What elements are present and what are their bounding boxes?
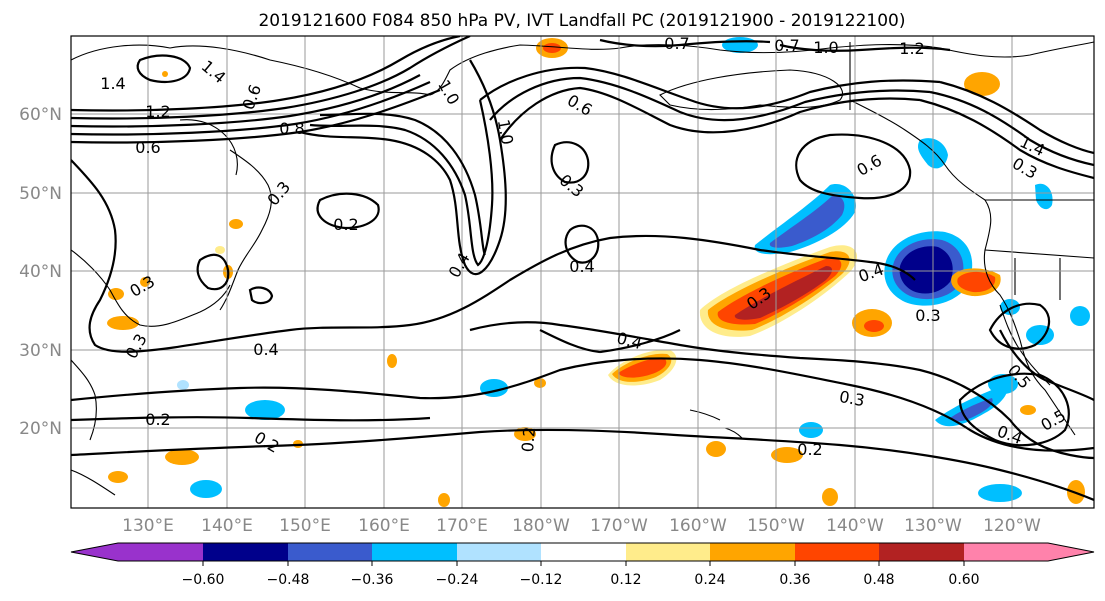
colorbar-tick-label: 0.48 xyxy=(863,572,894,588)
colorbar-tick-label: 0.24 xyxy=(694,572,725,588)
lon-label: 170°E xyxy=(436,516,488,536)
negative-patch-canada xyxy=(1035,183,1053,210)
negative-patch-baja xyxy=(935,385,1008,427)
colorbar-segment xyxy=(457,543,542,561)
contour-label: 0.3 xyxy=(915,306,940,325)
positive-patch-south2 xyxy=(1020,405,1036,415)
lon-label: 150°E xyxy=(279,516,331,536)
lon-label: 130°E xyxy=(122,516,174,536)
contour-label: 0.6 xyxy=(135,138,160,157)
positive-patch-sub2 xyxy=(108,471,128,483)
lon-label: 160°W xyxy=(669,516,727,536)
colorbar: −0.60 −0.48 −0.36 −0.24 −0.12 0.12 0.24 … xyxy=(70,542,1095,588)
lon-label: 130°W xyxy=(904,516,962,536)
colorbar-segment xyxy=(626,543,711,561)
lon-label: 140°W xyxy=(826,516,884,536)
contour-label: 0.4 xyxy=(569,257,594,276)
lon-label: 120°W xyxy=(983,516,1041,536)
colorbar-tick-label: −0.36 xyxy=(351,572,394,588)
longitude-labels: 130°E 140°E 150°E 160°E 170°E 180°W 170°… xyxy=(122,516,1041,536)
contour-label: 0.2 xyxy=(333,215,358,234)
lon-label: 150°W xyxy=(747,516,805,536)
lat-label: 40°N xyxy=(19,262,62,282)
lon-label: 140°E xyxy=(201,516,253,536)
contour-label: 0.7 xyxy=(664,34,689,53)
positive-patch-north-red xyxy=(543,43,561,53)
positive-patch-sub3 xyxy=(771,447,803,463)
positive-patch-japan7 xyxy=(162,71,168,77)
lat-label: 20°N xyxy=(19,419,62,439)
contour-label: 1.4 xyxy=(100,74,125,93)
positive-region-pacific-darkred xyxy=(734,266,832,320)
colorbar-low-extend xyxy=(71,543,118,561)
colorbar-tick-label: −0.12 xyxy=(520,572,563,588)
colorbar-tick-label: 0.12 xyxy=(610,572,641,588)
colorbar-segment xyxy=(879,543,964,561)
colorbar-tick-label: −0.60 xyxy=(182,572,225,588)
contour-label: 1.0 xyxy=(813,38,838,57)
colorbar-ticks xyxy=(202,561,965,566)
positive-region-west-coast-red xyxy=(957,271,996,293)
contour-label: 0.8 xyxy=(279,119,304,138)
map-frame xyxy=(70,35,1095,509)
positive-patch-sub6 xyxy=(534,378,546,388)
positive-patch-alaska xyxy=(964,72,1000,96)
negative-patch-baja-blue xyxy=(950,398,993,422)
negative-patch-sub1 xyxy=(245,400,285,420)
map-title: 2019121600 F084 850 hPa PV, IVT Landfall… xyxy=(258,11,905,31)
map-panel: 1.4 1.4 1.2 0.6 0.8 0.3 0.2 0.3 0.6 1.0 … xyxy=(70,34,1095,509)
colorbar-segment xyxy=(203,543,288,561)
colorbar-high-extend xyxy=(1048,543,1094,561)
positive-patch-sub4 xyxy=(706,441,726,457)
contour-label: 1.2 xyxy=(145,102,170,121)
negative-patch-sub4 xyxy=(799,422,823,438)
positive-region-subtropic-red xyxy=(618,357,667,378)
positive-patch-mid-inner xyxy=(864,320,884,332)
negative-patch-sub5 xyxy=(177,380,189,390)
positive-patch-sub8 xyxy=(438,493,450,507)
colorbar-outline xyxy=(70,542,1095,562)
positive-patch-japan3 xyxy=(229,219,243,229)
contour-label: 0.3 xyxy=(838,387,866,410)
lat-label: 60°N xyxy=(19,105,62,125)
lon-label: 170°W xyxy=(590,516,648,536)
colorbar-segment xyxy=(372,543,457,561)
negative-patch-sub2 xyxy=(190,480,222,498)
colorbar-segment xyxy=(288,543,373,561)
colorbar-segment xyxy=(795,543,880,561)
lon-label: 160°E xyxy=(358,516,410,536)
negative-region-coast-navy xyxy=(899,246,953,294)
colorbar-tick-label: −0.48 xyxy=(267,572,310,588)
colorbar-tick-label: 0.36 xyxy=(779,572,810,588)
positive-patch-sub1 xyxy=(165,449,199,465)
positive-patch-japan6 xyxy=(215,246,225,254)
contour-labels: 1.4 1.4 1.2 0.6 0.8 0.3 0.2 0.3 0.6 1.0 … xyxy=(100,34,1069,459)
colorbar-tick-label: 0.60 xyxy=(948,572,979,588)
contour-label: 0.2 xyxy=(145,410,170,429)
positive-patch-japan1 xyxy=(107,316,139,330)
negative-patch-south1 xyxy=(978,484,1022,502)
colorbar-segment xyxy=(964,543,1048,561)
contour-label: 0.2 xyxy=(797,440,822,459)
positive-patch-japan2 xyxy=(108,288,124,300)
colorbar-segment xyxy=(118,543,203,561)
lon-label: 180°W xyxy=(512,516,570,536)
contour-label: 0.2 xyxy=(518,426,539,453)
pv-contours xyxy=(71,36,1094,502)
lat-label: 30°N xyxy=(19,341,62,361)
latitude-labels: 60°N 50°N 40°N 30°N 20°N xyxy=(19,105,62,439)
colorbar-segment xyxy=(541,543,626,561)
positive-patch-sub9 xyxy=(387,354,397,368)
contour-label: 0.4 xyxy=(253,340,278,359)
negative-region-gulf-blue xyxy=(769,195,845,248)
lat-label: 50°N xyxy=(19,184,62,204)
contour-label: 1.0 xyxy=(494,118,517,146)
negative-patch-utah xyxy=(1070,306,1090,326)
contour-label: 0.7 xyxy=(774,36,799,55)
colorbar-segment xyxy=(710,543,795,561)
colorbar-tick-label: −0.24 xyxy=(436,572,479,588)
positive-patch-sub7 xyxy=(822,488,838,506)
contour-label: 1.2 xyxy=(899,39,924,58)
